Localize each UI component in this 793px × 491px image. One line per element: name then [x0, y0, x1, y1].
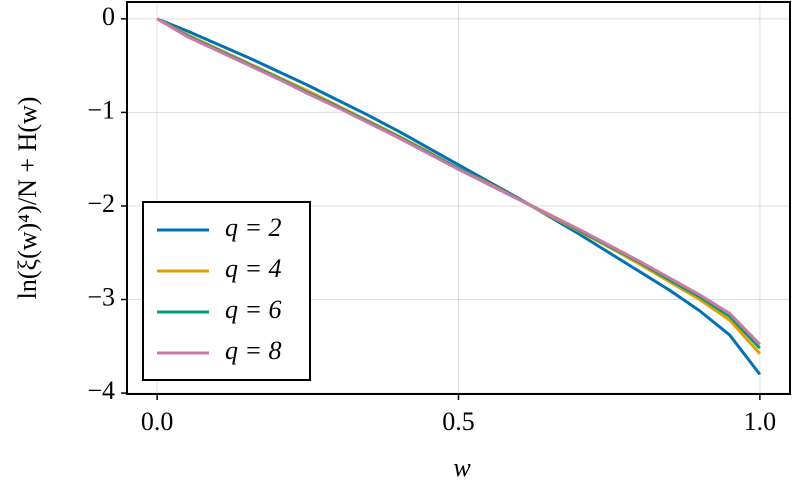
legend-label: q = 8 — [225, 336, 282, 365]
legend-label: q = 6 — [225, 295, 282, 324]
y-tick-label: −2 — [87, 189, 115, 218]
x-axis-label: w — [453, 453, 471, 482]
y-axis-label: ln(ξ(w)⁴)/N + H(w) — [13, 97, 42, 300]
plot-frame — [126, 1, 791, 395]
y-tick-label: −1 — [87, 95, 115, 124]
line-series — [156, 17, 762, 376]
y-tick-label: −3 — [87, 282, 115, 311]
y-tick-label: 0 — [102, 2, 115, 31]
x-tick-label: 0.5 — [442, 407, 475, 436]
x-tick-label: 1.0 — [744, 407, 777, 436]
legend-label: q = 2 — [225, 213, 282, 242]
legend-box — [142, 201, 311, 381]
line-series — [156, 17, 761, 346]
legend-label: q = 4 — [225, 254, 282, 283]
x-tick-label: 0.0 — [141, 407, 174, 436]
y-tick-label: −4 — [87, 376, 115, 405]
